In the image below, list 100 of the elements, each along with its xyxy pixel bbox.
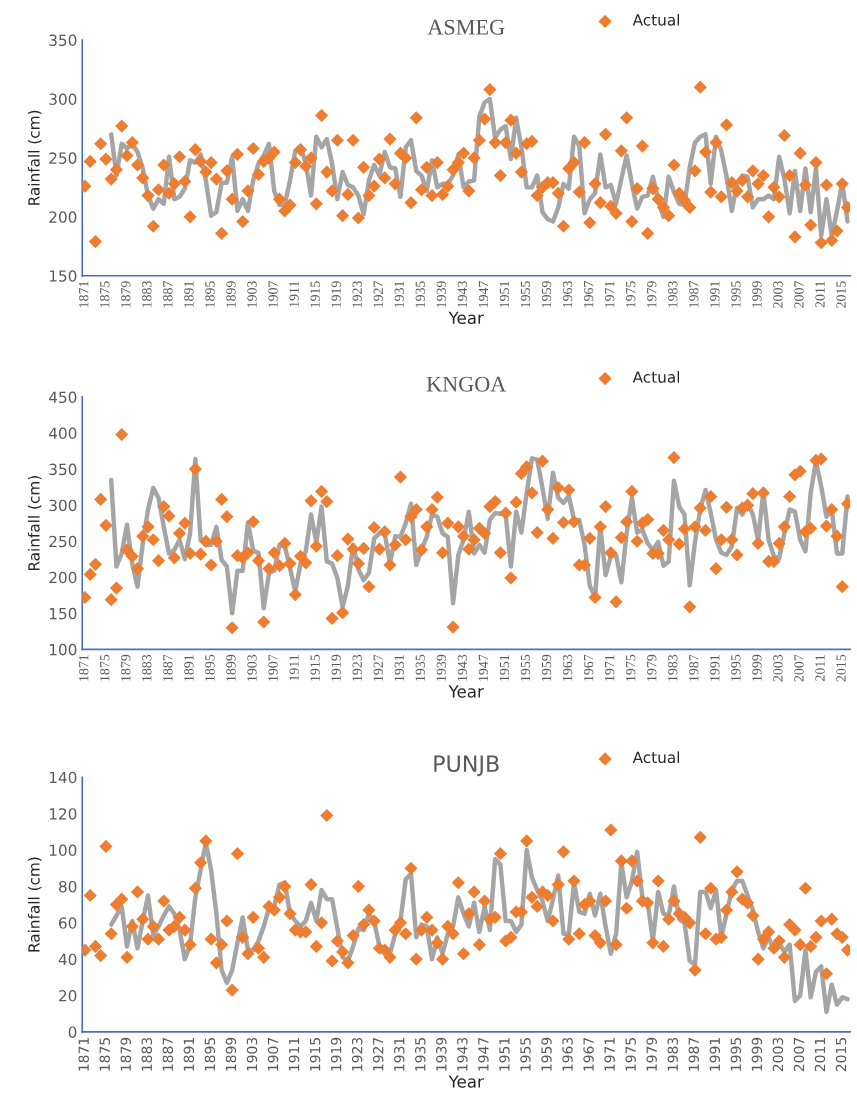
x-tick-label: 2003 [773, 654, 783, 682]
x-tick-label: 1971 [604, 1038, 615, 1071]
x-tick-label: 1987 [689, 281, 699, 308]
x-tick-label: 1943 [457, 281, 468, 308]
x-axis-title: Year [448, 1075, 484, 1088]
y-tick-label: 350 [49, 34, 77, 47]
x-axis-title: Year [448, 685, 484, 698]
x-tick-label: 1911 [289, 655, 299, 681]
x-tick-label: 1983 [668, 654, 678, 681]
x-tick-label: 1927 [373, 281, 383, 308]
y-axis-title: Rainfall (cm) [27, 857, 42, 952]
x-tick-label: 1911 [289, 281, 299, 307]
y-tick-label: 300 [49, 93, 77, 105]
x-tick-label: 2003 [773, 281, 783, 308]
x-tick-label: 2015 [836, 654, 846, 682]
legend-label: Actual [632, 370, 680, 383]
x-tick-label: 1919 [330, 1037, 342, 1071]
y-tick-label: 450 [49, 391, 77, 404]
x-tick-label: 1871 [78, 1038, 89, 1071]
x-tick-label: 1947 [478, 281, 489, 308]
x-tick-label: 1971 [604, 281, 615, 308]
x-tick-label: 1983 [668, 281, 678, 308]
x-tick-label: 1923 [351, 1037, 363, 1071]
x-tick-label: 1971 [604, 655, 615, 681]
y-tick-label: 80 [59, 880, 77, 893]
x-tick-label: 1871 [79, 281, 89, 308]
x-tick-label: 1907 [267, 1037, 279, 1071]
legend-label: Actual [632, 13, 680, 26]
x-tick-label: 1975 [626, 654, 636, 681]
x-tick-label: 1935 [415, 281, 425, 308]
x-tick-label: 1915 [310, 654, 320, 681]
chart-title: PUNJB [434, 755, 499, 777]
x-tick-label: 1887 [163, 281, 173, 308]
x-tick-label: 1947 [478, 1037, 489, 1071]
y-tick-label: 350 [49, 463, 77, 476]
x-tick-label: 1963 [562, 281, 573, 308]
x-tick-label: 1891 [183, 1038, 195, 1071]
x-tick-label: 1927 [373, 654, 383, 681]
x-tick-label: 2011 [815, 655, 825, 681]
x-tick-label: 1967 [583, 1037, 594, 1071]
x-tick-label: 2015 [836, 281, 846, 308]
y-tick-label: 200 [49, 211, 77, 223]
x-tick-label: 2015 [835, 1038, 847, 1072]
x-tick-label: 2007 [794, 281, 804, 308]
x-axis-title: Year [448, 311, 484, 325]
y-tick-label: 400 [49, 427, 77, 440]
x-tick-label: 1959 [541, 1037, 552, 1071]
x-tick-label: 1931 [394, 655, 404, 681]
x-tick-label: 1939 [436, 654, 447, 681]
x-tick-label: 1959 [541, 654, 552, 681]
legend-label: Actual [632, 751, 680, 764]
x-tick-label: 1931 [393, 1038, 405, 1071]
x-tick-label: 1891 [184, 281, 194, 308]
y-axis-title: Rainfall (cm) [27, 476, 42, 571]
x-tick-label: 1927 [372, 1037, 384, 1071]
y-tick-label: 250 [49, 535, 77, 548]
x-tick-label: 1935 [415, 1038, 426, 1071]
chart-title: ASMEG [427, 19, 505, 35]
y-tick-label: 0 [68, 1026, 77, 1038]
x-tick-label: 1915 [310, 281, 320, 308]
x-tick-label: 1907 [268, 654, 278, 681]
y-tick-label: 60 [59, 917, 77, 929]
x-tick-label: 1923 [352, 654, 362, 681]
x-tick-label: 1987 [689, 654, 699, 681]
x-tick-label: 1883 [142, 654, 152, 681]
x-tick-label: 1963 [562, 1037, 573, 1071]
x-tick-label: 1951 [499, 281, 510, 308]
x-tick-label: 2007 [794, 654, 804, 682]
x-tick-label: 1991 [709, 1038, 721, 1071]
x-tick-label: 1935 [415, 654, 425, 681]
y-axis-title: Rainfall (cm) [27, 110, 42, 205]
x-tick-label: 1999 [751, 1037, 763, 1071]
x-tick-label: 2007 [793, 1037, 805, 1072]
x-tick-label: 1987 [688, 1037, 700, 1071]
x-tick-label: 1875 [99, 1038, 110, 1071]
x-tick-label: 1995 [731, 654, 741, 681]
x-tick-label: 1911 [288, 1038, 300, 1071]
x-tick-label: 1983 [667, 1037, 678, 1071]
x-tick-label: 1883 [141, 1037, 153, 1071]
x-tick-label: 1975 [626, 281, 636, 308]
x-tick-label: 1879 [121, 281, 131, 308]
x-tick-label: 1955 [520, 1038, 531, 1071]
y-tick-label: 300 [49, 499, 77, 512]
x-tick-label: 1999 [752, 654, 762, 681]
y-tick-label: 40 [58, 953, 77, 966]
x-tick-label: 1995 [730, 1038, 742, 1071]
x-tick-label: 1991 [710, 655, 720, 681]
x-tick-label: 1979 [646, 1037, 657, 1071]
x-tick-label: 1951 [499, 1038, 510, 1071]
x-tick-label: 1939 [436, 281, 447, 308]
y-tick-label: 100 [49, 643, 77, 656]
x-tick-label: 1887 [162, 1037, 174, 1071]
x-tick-label: 1939 [436, 1037, 447, 1071]
x-tick-label: 1967 [583, 281, 594, 308]
x-tick-label: 1903 [247, 281, 257, 308]
x-tick-label: 1979 [647, 654, 657, 681]
x-tick-label: 2003 [772, 1037, 784, 1072]
x-tick-label: 1955 [520, 654, 531, 681]
x-tick-label: 1883 [142, 281, 152, 308]
x-tick-label: 1919 [331, 281, 341, 308]
